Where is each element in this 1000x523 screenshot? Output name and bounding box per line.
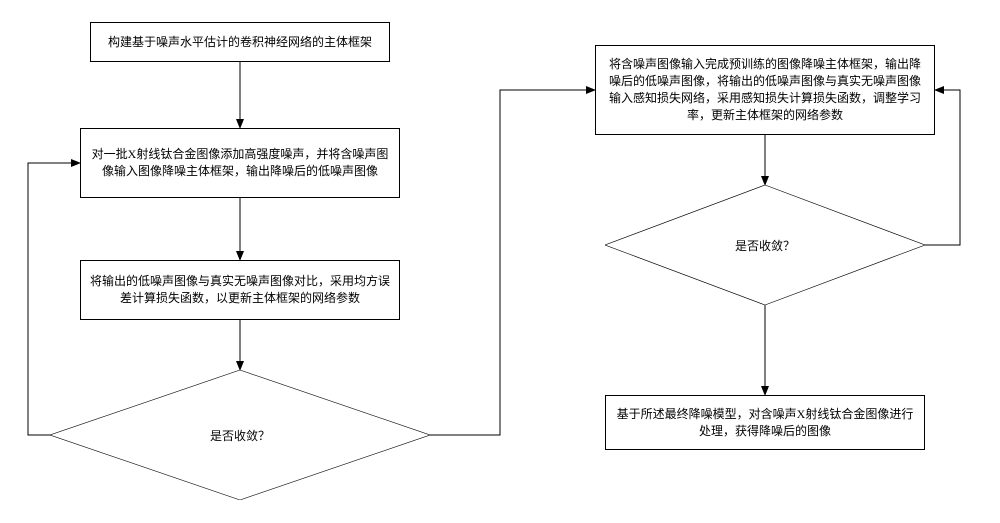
node-label: 对一批X射线钛合金图像添加高强度噪声，并将含噪声图像输入图像降噪主体框架，输出降…	[89, 146, 391, 180]
decision-label: 是否收敛？	[210, 427, 270, 444]
node-perceptual-loss-finetune: 将含噪声图像输入完成预训练的图像降噪主体框架，输出降噪后的低噪声图像，将输出的低…	[595, 45, 935, 135]
node-add-noise-and-denoise: 对一批X射线钛合金图像添加高强度噪声，并将含噪声图像输入图像降噪主体框架，输出降…	[80, 128, 400, 198]
node-label: 将含噪声图像输入完成预训练的图像降噪主体框架，输出降噪后的低噪声图像，将输出的低…	[604, 56, 926, 123]
decision-converged-1: 是否收敛？	[50, 370, 430, 500]
node-label: 将输出的低噪声图像与真实无噪声图像对比，采用均方误差计算损失函数，以更新主体框架…	[89, 273, 391, 307]
node-label: 构建基于噪声水平估计的卷积神经网络的主体框架	[108, 34, 372, 51]
decision-label: 是否收敛？	[735, 237, 795, 254]
decision-converged-2: 是否收敛？	[605, 185, 925, 305]
flow-edge	[430, 90, 595, 435]
node-mse-loss-update: 将输出的低噪声图像与真实无噪声图像对比，采用均方误差计算损失函数，以更新主体框架…	[80, 260, 400, 320]
node-label: 基于所述最终降噪模型，对含噪声X射线钛合金图像进行处理，获得降噪后的图像	[614, 406, 916, 440]
node-final-inference: 基于所述最终降噪模型，对含噪声X射线钛合金图像进行处理，获得降噪后的图像	[605, 395, 925, 450]
node-build-cnn-framework: 构建基于噪声水平估计的卷积神经网络的主体框架	[90, 22, 390, 62]
